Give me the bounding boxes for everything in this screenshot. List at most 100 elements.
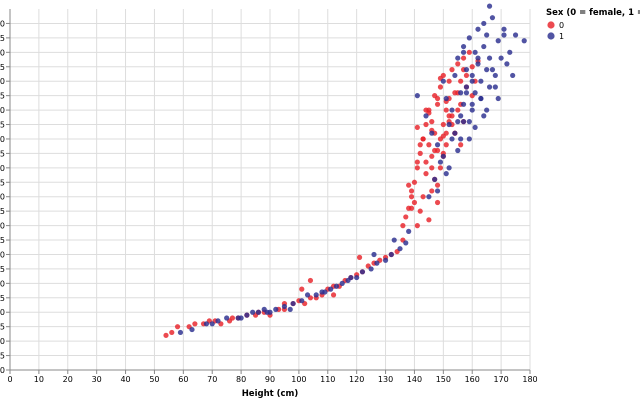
legend-label-female: 0	[559, 21, 564, 30]
data-point-male	[313, 292, 319, 298]
x-tick-label: 120	[349, 375, 364, 384]
data-point-female	[440, 121, 446, 128]
y-tick-label: 35	[0, 294, 5, 303]
data-point-female	[169, 329, 175, 336]
data-point-male	[460, 43, 467, 50]
x-ticks: 0 10 20 30 40 50 60 70 80 90 100 110 120 130 140 150 160…	[7, 370, 538, 384]
data-point-female	[403, 214, 409, 220]
data-point-male	[521, 38, 527, 44]
y-tick-label: 65	[0, 207, 5, 216]
data-point-male	[244, 312, 250, 318]
x-tick-label: 10	[34, 375, 44, 384]
data-point-male	[486, 55, 493, 61]
x-tick-label: 30	[92, 375, 102, 384]
data-point-male	[388, 251, 394, 258]
y-tick-label: 70	[0, 193, 5, 202]
data-point-female	[420, 136, 426, 142]
data-point-male	[507, 49, 513, 55]
data-point-female	[429, 119, 435, 125]
data-point-male	[469, 107, 475, 113]
data-point-male	[495, 95, 501, 102]
y-tick-label: 115	[0, 63, 5, 72]
y-tick-label: 25	[0, 323, 5, 332]
y-tick-label: 85	[0, 149, 5, 158]
data-point-female	[434, 95, 441, 102]
data-point-female	[458, 142, 464, 148]
x-tick-label: 40	[120, 375, 130, 384]
data-point-female	[229, 315, 236, 321]
x-tick-label: 100	[291, 375, 306, 384]
data-point-female	[408, 188, 415, 194]
data-point-male	[463, 84, 470, 90]
data-point-male	[281, 303, 288, 310]
data-point-female	[460, 55, 467, 61]
data-point-male	[273, 306, 279, 312]
data-point-male	[466, 119, 472, 125]
data-point-male	[290, 300, 296, 307]
data-point-male	[504, 61, 510, 67]
data-point-male	[359, 269, 366, 275]
data-point-male	[460, 101, 467, 107]
data-point-female	[426, 142, 432, 148]
data-point-male	[495, 38, 501, 44]
data-point-female	[463, 72, 470, 79]
data-point-female	[420, 194, 426, 200]
data-point-female	[423, 171, 429, 177]
data-point-female	[411, 199, 418, 206]
data-point-male	[501, 26, 507, 32]
data-point-male	[423, 113, 429, 119]
legend-swatch-female	[547, 21, 555, 29]
data-point-female	[466, 49, 472, 55]
data-point-female	[426, 217, 432, 223]
y-tick-label: 75	[0, 178, 5, 187]
data-point-male	[429, 130, 435, 136]
data-point-male	[455, 119, 461, 125]
data-point-female	[356, 254, 363, 260]
data-point-female	[408, 205, 415, 211]
data-point-male	[287, 306, 293, 312]
data-point-female	[417, 208, 423, 214]
data-point-male	[255, 309, 262, 315]
data-point-female	[423, 107, 429, 113]
data-point-female	[299, 286, 305, 292]
data-point-male	[368, 266, 374, 272]
data-point-female	[434, 182, 441, 188]
data-point-male	[492, 84, 498, 90]
data-point-male	[460, 49, 467, 55]
y-tick-label: 45	[0, 265, 5, 274]
data-point-male	[446, 165, 452, 171]
data-point-female	[446, 113, 452, 119]
data-point-female	[455, 61, 461, 67]
data-point-male	[489, 15, 496, 21]
data-point-female	[434, 101, 441, 107]
data-point-male	[484, 107, 490, 113]
data-point-male	[458, 136, 464, 142]
data-point-male	[374, 260, 380, 266]
data-point-male	[472, 124, 478, 131]
data-point-male	[512, 32, 519, 38]
data-point-male	[203, 321, 210, 327]
data-point-male	[466, 35, 472, 41]
legend-title: Sex (0 = female, 1 = male)	[546, 8, 640, 18]
data-point-male	[475, 55, 481, 61]
y-tick-label: 110	[0, 77, 5, 86]
legend: Sex (0 = female, 1 = male) 0 1	[546, 8, 640, 41]
legend-label-male: 1	[559, 32, 564, 41]
data-point-female	[174, 324, 181, 330]
data-point-male	[458, 113, 464, 119]
y-tick-label: 130	[0, 19, 5, 28]
data-point-male	[432, 176, 438, 182]
data-point-female	[414, 159, 420, 165]
data-point-female	[437, 84, 444, 90]
data-point-male	[299, 298, 305, 304]
data-point-male	[481, 43, 487, 50]
data-point-male	[437, 159, 444, 165]
data-point-female	[455, 107, 461, 113]
data-point-male	[426, 194, 432, 200]
data-point-female	[400, 223, 406, 229]
data-point-male	[449, 107, 455, 113]
y-tick-label: 55	[0, 236, 5, 245]
data-point-female	[432, 147, 438, 154]
data-point-female	[458, 78, 464, 84]
data-point-female	[440, 133, 446, 139]
